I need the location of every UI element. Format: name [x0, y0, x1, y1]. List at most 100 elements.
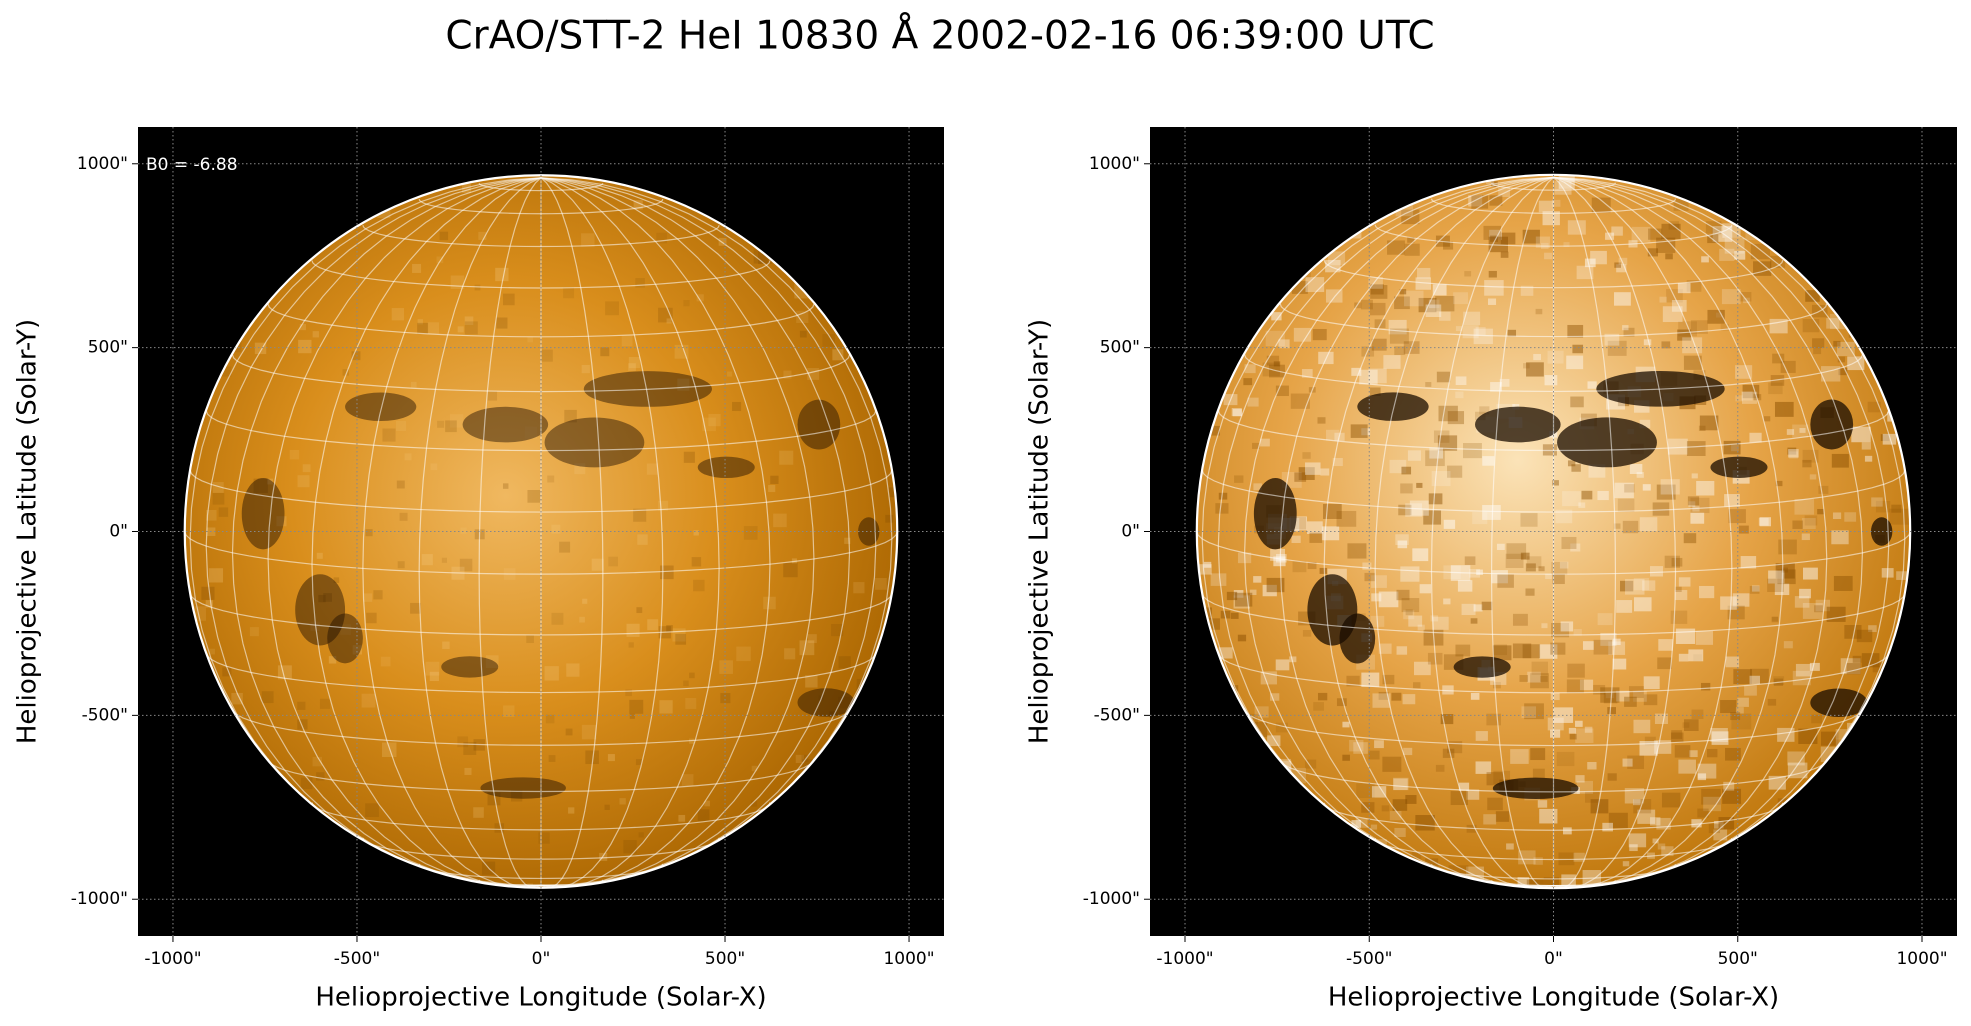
texture: [1799, 427, 1806, 433]
texture: [1218, 647, 1233, 659]
texture: [1482, 456, 1495, 466]
texture: [1520, 552, 1530, 560]
texture: [1831, 530, 1849, 545]
texture: [1690, 512, 1705, 524]
texture: [441, 557, 447, 563]
x-tick-label: 1000": [1896, 949, 1947, 969]
texture: [1671, 730, 1683, 739]
texture: [1728, 509, 1746, 524]
texture: [1556, 751, 1575, 767]
y-tick-label: -500": [82, 705, 128, 725]
texture: [683, 300, 690, 307]
texture: [628, 642, 634, 648]
texture: [1464, 271, 1472, 277]
texture: [1252, 442, 1260, 449]
texture: [1633, 597, 1652, 612]
texture: [1488, 270, 1497, 278]
latitude-line: [418, 198, 664, 215]
texture: [621, 335, 633, 347]
texture: [494, 823, 505, 833]
texture: [442, 641, 450, 649]
texture: [1818, 485, 1829, 494]
texture: [1397, 540, 1408, 549]
texture: [633, 508, 647, 522]
texture: [1733, 669, 1752, 685]
texture: [1604, 333, 1620, 346]
texture: [1361, 802, 1375, 813]
texture: [696, 294, 704, 302]
texture: [1475, 761, 1492, 774]
texture: [743, 526, 758, 540]
texture: [1725, 656, 1740, 668]
texture: [1247, 397, 1259, 407]
texture: [1632, 799, 1641, 806]
texture: [1781, 567, 1788, 573]
texture: [1559, 561, 1569, 569]
texture: [1608, 812, 1628, 828]
y-tick-label: -500": [1094, 705, 1140, 725]
texture: [1690, 320, 1708, 334]
texture: [1698, 425, 1706, 431]
texture: [1616, 264, 1627, 273]
texture: [1837, 356, 1845, 363]
texture: [1891, 504, 1902, 513]
texture: [1530, 748, 1546, 761]
texture: [1794, 596, 1810, 608]
texture: [1861, 442, 1871, 450]
texture: [457, 326, 464, 333]
texture: [1614, 482, 1634, 499]
texture: [1656, 817, 1671, 830]
texture: [1792, 520, 1804, 529]
texture: [1430, 615, 1439, 622]
texture: [559, 541, 571, 553]
texture: [323, 593, 332, 602]
texture: [1769, 318, 1788, 334]
texture: [445, 420, 457, 433]
texture: [474, 284, 481, 291]
texture: [1273, 361, 1281, 367]
texture: [591, 558, 604, 571]
texture: [1500, 232, 1516, 245]
texture: [1607, 773, 1617, 781]
texture: [1404, 243, 1420, 256]
texture: [1687, 496, 1700, 506]
dark-feature: [327, 613, 363, 664]
texture: [1792, 424, 1809, 438]
texture: [805, 675, 818, 688]
texture: [1525, 588, 1535, 596]
texture: [1567, 460, 1576, 467]
texture: [1831, 453, 1849, 468]
texture: [1402, 694, 1416, 705]
dark-feature: [1453, 656, 1511, 678]
texture: [636, 607, 643, 614]
texture: [1852, 655, 1862, 663]
texture: [1652, 502, 1670, 516]
texture: [1567, 663, 1585, 678]
texture: [1578, 502, 1586, 508]
texture: [1253, 483, 1262, 491]
texture: [1399, 289, 1407, 295]
texture: [316, 552, 323, 559]
texture: [1633, 577, 1650, 591]
texture: [1620, 580, 1634, 592]
texture: [1302, 452, 1311, 459]
texture: [1203, 561, 1212, 568]
texture: [459, 558, 473, 572]
texture: [1864, 455, 1873, 462]
texture: [510, 790, 523, 802]
texture: [1678, 321, 1697, 337]
texture: [779, 450, 794, 465]
texture: [1499, 378, 1510, 387]
texture: [1575, 775, 1585, 783]
texture: [1600, 632, 1617, 646]
texture: [1537, 800, 1548, 808]
texture: [1740, 556, 1757, 569]
texture: [382, 428, 396, 442]
texture: [1600, 687, 1620, 703]
texture: [1587, 762, 1597, 770]
texture: [799, 330, 807, 338]
texture: [1571, 464, 1581, 472]
texture: [399, 512, 408, 521]
texture: [1320, 468, 1330, 476]
texture: [201, 586, 215, 600]
